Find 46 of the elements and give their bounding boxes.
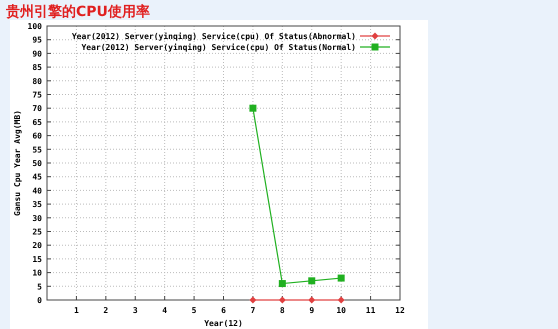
y-tick-label: 55	[32, 145, 42, 154]
y-tick-label: 75	[32, 90, 42, 100]
y-tick-label: 100	[28, 22, 42, 31]
x-tick-label: 11	[366, 306, 376, 315]
y-tick-label: 15	[32, 254, 42, 264]
x-tick-label: 3	[132, 306, 138, 315]
x-tick-label: 1	[74, 306, 80, 315]
y-tick-label: 45	[32, 172, 42, 182]
y-tick-label: 30	[32, 214, 42, 223]
y-tick-label: 5	[37, 282, 42, 292]
y-tick-label: 35	[32, 200, 42, 210]
x-axis-title: Year(12)	[204, 319, 243, 328]
y-tick-label: 60	[32, 132, 42, 141]
y-tick-label: 90	[32, 49, 42, 58]
point	[249, 296, 256, 304]
y-tick-label: 65	[32, 118, 42, 127]
y-tick-label: 25	[32, 228, 42, 236]
x-tick-label: 5	[192, 306, 197, 315]
y-tick-label: 0	[37, 296, 42, 305]
point	[338, 274, 345, 282]
x-tick-label: 2	[103, 306, 108, 315]
point	[278, 280, 286, 288]
legend-label: Year(2012) Server(yinqing) Service(cpu) Of Status(Abnormal)	[72, 32, 356, 41]
x-tick-label: 6	[221, 306, 226, 315]
point	[249, 104, 256, 112]
y-tick-label: 20	[32, 241, 42, 250]
x-tick-label: 4	[162, 306, 168, 315]
y-tick-label: 50	[32, 159, 42, 168]
x-tick-label: 8	[280, 306, 285, 315]
y-tick-label: 70	[32, 104, 42, 114]
point	[308, 296, 316, 304]
x-tick-label: 7	[250, 306, 256, 315]
legend-label: Year(2012) Server(yinqing) Service(cpu) Of Status(Normal)	[81, 43, 356, 52]
x-tick-label: 10	[336, 306, 346, 315]
y-tick-label: 85	[32, 63, 42, 72]
point	[278, 296, 286, 304]
y-tick-label: 95	[32, 36, 42, 45]
y-tick-label: 40	[32, 186, 42, 196]
y-axis-title: Gansu Cpu Year Avg(MB)	[13, 110, 22, 216]
point	[308, 277, 316, 284]
chart-title: 贵州引擎的CPU使用率	[5, 3, 150, 20]
x-tick-label: 12	[395, 306, 405, 315]
y-tick-label: 80	[32, 76, 42, 86]
point	[338, 296, 345, 304]
y-tick-label: 10	[32, 268, 42, 278]
x-tick-label: 9	[309, 306, 314, 315]
